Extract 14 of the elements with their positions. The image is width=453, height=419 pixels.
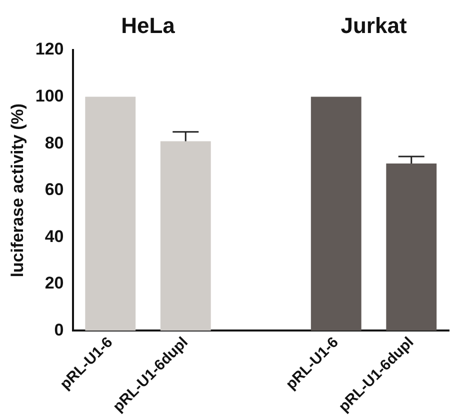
y-tick-label: 80: [44, 133, 64, 152]
y-tick-label: 100: [35, 86, 64, 106]
bar: [160, 141, 211, 331]
bar: [85, 96, 136, 331]
text: HeLa: [121, 13, 176, 38]
text: Jurkat: [340, 13, 408, 38]
y-tick-label: 40: [44, 226, 64, 246]
bar: [310, 96, 362, 331]
bar: [386, 163, 437, 331]
y-tick-label: 0: [54, 320, 64, 340]
y-tick-label: 120: [35, 40, 64, 59]
y-axis-title: luciferase activity (%): [8, 103, 27, 278]
y-tick-label: 20: [44, 274, 64, 293]
y-tick-label: 60: [44, 180, 64, 200]
